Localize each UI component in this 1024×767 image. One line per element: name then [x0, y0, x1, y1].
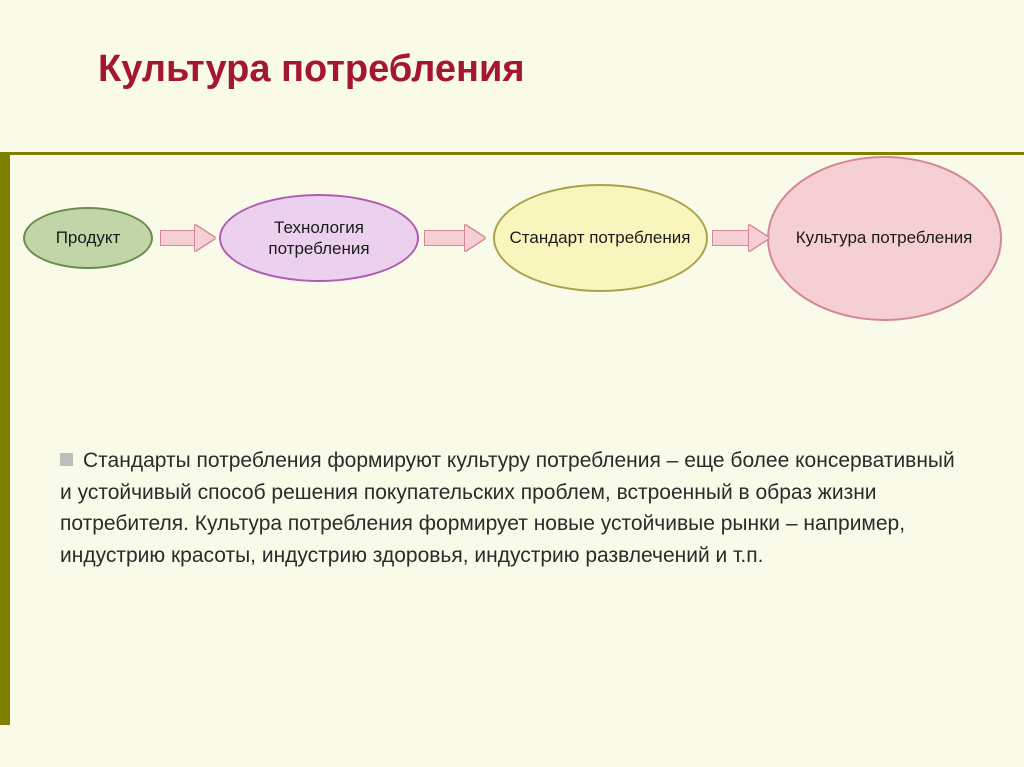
body-paragraph: Стандарты потребления формируют культуру… [60, 445, 955, 571]
arrow-3 [712, 225, 769, 251]
accent-line [0, 152, 1024, 155]
arrow-head-icon [195, 225, 215, 251]
arrow-head-icon [749, 225, 769, 251]
node-technology: Технология потребления [219, 194, 419, 282]
node-product: Продукт [23, 207, 153, 269]
arrow-2 [424, 225, 485, 251]
node-technology-label: Технология потребления [221, 213, 417, 264]
bullet-square-icon [60, 453, 73, 466]
arrow-shaft [160, 230, 195, 246]
node-culture: Культура потребления [767, 156, 1002, 321]
arrow-1 [160, 225, 215, 251]
slide: Культура потребления Продукт Технология … [0, 0, 1024, 767]
left-bar [0, 155, 10, 725]
body-paragraph-text: Стандарты потребления формируют культуру… [60, 449, 955, 567]
arrow-head-icon [465, 225, 485, 251]
arrow-shaft [712, 230, 749, 246]
arrow-shaft [424, 230, 465, 246]
node-standard: Стандарт потребления [493, 184, 708, 292]
node-product-label: Продукт [52, 223, 125, 252]
node-culture-label: Культура потребления [792, 223, 977, 252]
node-standard-label: Стандарт потребления [506, 223, 695, 252]
slide-title: Культура потребления [98, 48, 525, 91]
